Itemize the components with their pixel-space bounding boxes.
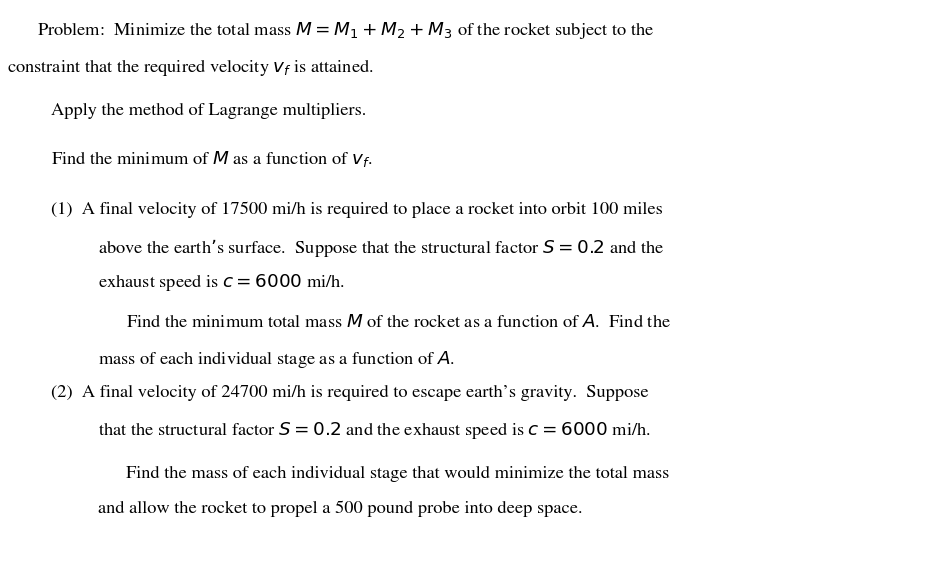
Text: Problem:  Minimize the total mass $M = M_1 + M_2 + M_3$ of the rocket subject to: Problem: Minimize the total mass $M = M_… bbox=[37, 20, 654, 41]
Text: and allow the rocket to propel a 500 pound probe into deep space.: and allow the rocket to propel a 500 pou… bbox=[98, 501, 583, 517]
Text: (2)  A final velocity of 24700 mi/h is required to escape earth’s gravity.  Supp: (2) A final velocity of 24700 mi/h is re… bbox=[51, 385, 649, 400]
Text: constraint that the required velocity $v_f$ is attained.: constraint that the required velocity $v… bbox=[7, 57, 374, 78]
Text: Find the minimum total mass $M$ of the rocket as a function of $A$.  Find the: Find the minimum total mass $M$ of the r… bbox=[126, 314, 671, 331]
Text: (1)  A final velocity of 17500 mi/h is required to place a rocket into orbit 100: (1) A final velocity of 17500 mi/h is re… bbox=[51, 202, 664, 218]
Text: Find the minimum of $M$ as a function of $v_f$.: Find the minimum of $M$ as a function of… bbox=[51, 149, 373, 169]
Text: above the earth’s surface.  Suppose that the structural factor $S = 0.2$ and the: above the earth’s surface. Suppose that … bbox=[98, 237, 665, 259]
Text: exhaust speed is $c = 6000$ mi/h.: exhaust speed is $c = 6000$ mi/h. bbox=[98, 272, 345, 293]
Text: mass of each individual stage as a function of $A$.: mass of each individual stage as a funct… bbox=[98, 349, 456, 370]
Text: Find the mass of each individual stage that would minimize the total mass: Find the mass of each individual stage t… bbox=[126, 466, 669, 482]
Text: that the structural factor $S = 0.2$ and the exhaust speed is $c = 6000$ mi/h.: that the structural factor $S = 0.2$ and… bbox=[98, 420, 651, 441]
Text: Apply the method of Lagrange multipliers.: Apply the method of Lagrange multipliers… bbox=[51, 103, 367, 119]
